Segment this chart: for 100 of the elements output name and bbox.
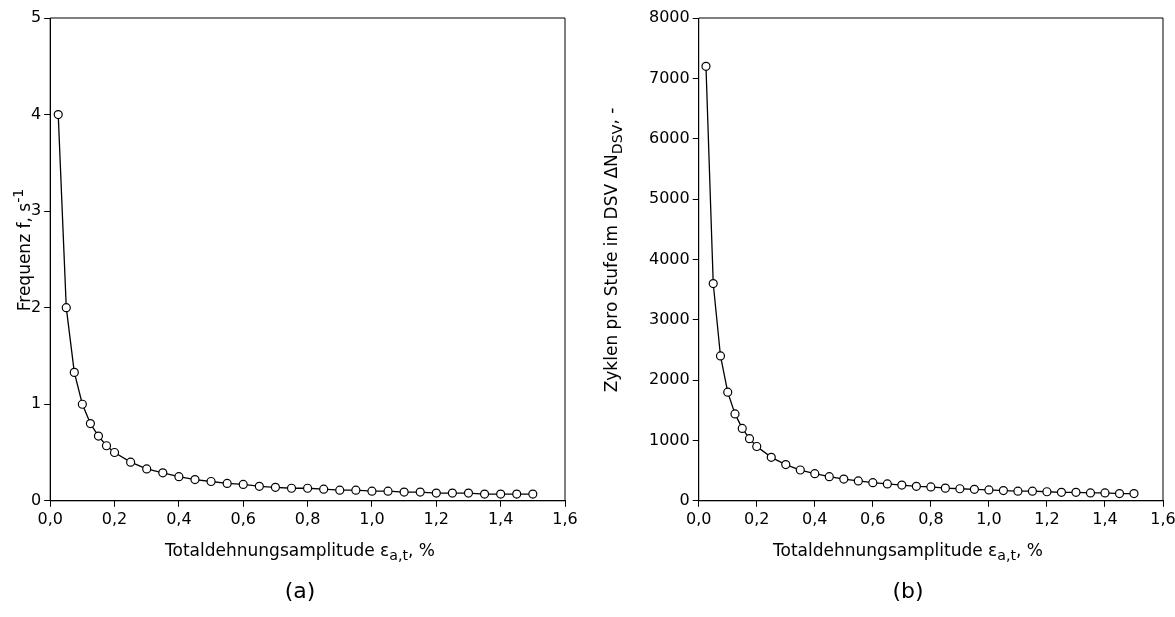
point (839, 474, 849, 484)
y-tick-label: 4 (30, 103, 42, 123)
point (1027, 486, 1038, 496)
point (158, 468, 168, 478)
point (77, 399, 87, 409)
point (737, 423, 747, 433)
point (447, 488, 457, 498)
point (766, 452, 776, 462)
x-tick-label: 1,0 (976, 508, 1002, 528)
point (824, 472, 834, 482)
text: (a) (284, 578, 316, 603)
x-tick-label: 0,0 (685, 508, 712, 528)
point (431, 488, 441, 498)
point (383, 486, 393, 496)
point (853, 476, 863, 486)
x-tick-label: 0,4 (166, 508, 192, 528)
x-tick-label: 0,6 (860, 508, 886, 528)
point (367, 486, 377, 496)
point (53, 109, 63, 120)
point (93, 431, 104, 441)
point (190, 474, 200, 485)
x-axis-title: Totaldehnungsamplitude ε$_{a,t}$, % (773, 540, 1043, 564)
point (1056, 487, 1067, 497)
point (463, 488, 474, 498)
point (528, 489, 538, 499)
point (781, 459, 791, 470)
x-tick-label: 1,4 (487, 508, 514, 528)
point (302, 483, 313, 493)
x-tick-label: 0,6 (230, 508, 256, 528)
point (984, 485, 994, 495)
x-tick-label: 1,2 (1034, 508, 1060, 528)
point (1100, 488, 1110, 498)
point (479, 489, 490, 499)
point (126, 457, 136, 467)
y-tick-label: 8000 (649, 7, 690, 27)
y-tick-label: 0 (30, 489, 42, 509)
y-tick-label: 7000 (649, 67, 690, 87)
point (142, 464, 152, 474)
point (351, 485, 361, 495)
point (708, 278, 718, 289)
y-tick-label: 0 (679, 489, 690, 509)
point (868, 478, 878, 488)
point (319, 484, 329, 494)
y-tick-label: 5000 (649, 188, 690, 208)
point (222, 478, 232, 489)
x-tick-label: 0,2 (744, 508, 770, 528)
point (270, 482, 281, 492)
y-tick-label: 4000 (649, 248, 690, 268)
point (238, 479, 248, 489)
y-tick-label: 2000 (649, 369, 690, 389)
x-tick-label: 0,8 (918, 508, 944, 528)
point (174, 472, 184, 482)
x-tick-label: 1,6 (1150, 508, 1175, 528)
point (1042, 487, 1052, 497)
point (69, 367, 79, 377)
x-tick-label: 0,0 (37, 508, 63, 528)
point (1071, 487, 1081, 497)
y-tick-label: 3 (30, 200, 42, 220)
point (1129, 488, 1139, 499)
point (752, 441, 762, 452)
point (85, 418, 95, 429)
y-tick-label: 6000 (649, 127, 690, 147)
point (512, 489, 522, 499)
point (955, 484, 965, 494)
point (101, 441, 112, 451)
point (61, 303, 71, 313)
point (723, 387, 733, 397)
point (286, 483, 297, 493)
point (335, 485, 345, 495)
point (1013, 486, 1023, 496)
point (1114, 488, 1125, 499)
point (911, 481, 921, 491)
point (254, 481, 264, 491)
point (701, 61, 711, 71)
point (1085, 488, 1096, 498)
y-tick-label: 1000 (649, 429, 690, 449)
point (496, 489, 506, 499)
y-tick-label: 2 (30, 296, 42, 316)
x-tick-label: 1,4 (1092, 508, 1118, 528)
point (926, 482, 936, 492)
point (882, 479, 892, 489)
point (810, 469, 820, 479)
y-tick-label: 5 (30, 7, 42, 27)
point (897, 480, 907, 490)
point (730, 409, 740, 419)
point (795, 465, 805, 475)
x-tick-label: 1,2 (423, 508, 450, 528)
x-tick-label: 0,2 (101, 508, 128, 528)
point (109, 447, 120, 458)
point (744, 434, 755, 444)
y-tick-label: 1 (30, 393, 42, 413)
text: (b) (892, 578, 924, 603)
point (399, 487, 409, 497)
point (969, 484, 979, 494)
x-tick-label: 0,8 (294, 508, 321, 528)
point (940, 483, 950, 493)
x-tick-label: 1,6 (552, 508, 578, 528)
x-tick-label: 1,0 (359, 508, 385, 528)
x-tick-label: 0,4 (802, 508, 828, 528)
y-tick-label: 3000 (649, 308, 690, 328)
